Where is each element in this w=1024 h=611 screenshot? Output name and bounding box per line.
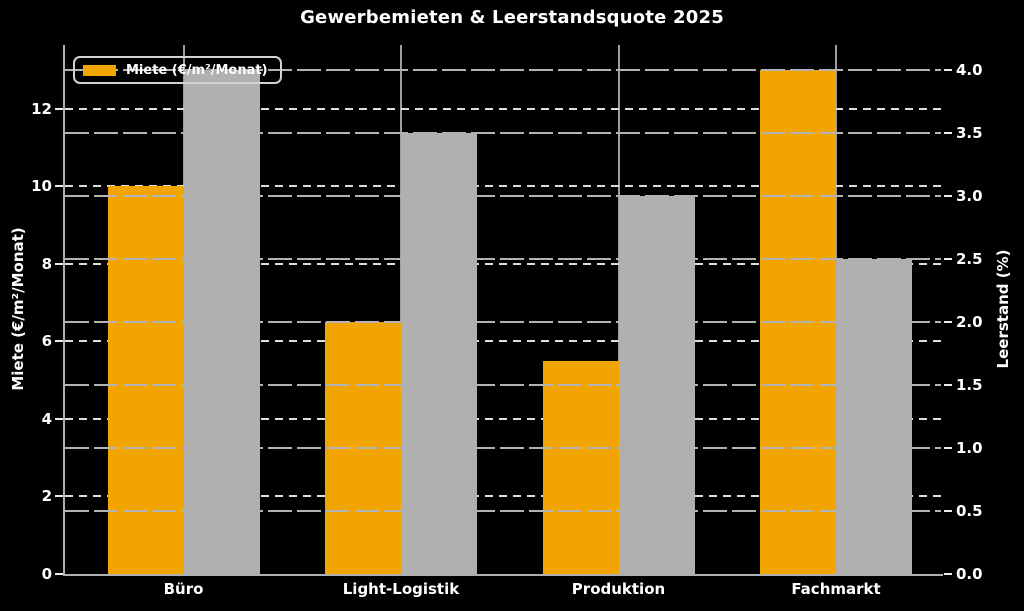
- left-gridline: [65, 185, 941, 188]
- category-label: Produktion: [571, 580, 666, 598]
- category-label: Light-Logistik: [342, 580, 460, 598]
- legend-swatch-miete: [83, 64, 116, 76]
- leerstand-bar: [183, 70, 260, 574]
- category-label: Fachmarkt: [791, 580, 881, 598]
- left-tick: [55, 573, 63, 575]
- left-gridline: [65, 262, 941, 265]
- right-tick: [944, 195, 952, 198]
- right-tick-label: 0.0: [956, 565, 983, 583]
- miete-bar: [542, 360, 619, 574]
- left-tick-label: 12: [31, 99, 52, 118]
- right-tick-label: 3.5: [956, 124, 983, 143]
- left-spine: [63, 45, 65, 576]
- left-tick: [55, 417, 63, 420]
- right-tick: [944, 510, 952, 513]
- category-label: Büro: [163, 580, 204, 598]
- right-tick-label: 3.0: [956, 187, 983, 206]
- left-tick-label: 2: [41, 487, 52, 506]
- right-tick-label: 2.5: [956, 250, 983, 269]
- right-gridline: [65, 384, 941, 387]
- left-gridline: [65, 107, 941, 110]
- right-tick-label: 2.0: [956, 313, 983, 332]
- right-gridline: [65, 258, 941, 261]
- left-tick-label: 10: [31, 177, 52, 196]
- right-gridline: [65, 447, 941, 450]
- right-tick: [944, 258, 952, 261]
- right-tick: [944, 321, 952, 324]
- left-axis-label: Miete (€/m²/Monat): [9, 227, 27, 391]
- legend-label: Miete (€/m²/Monat): [126, 62, 268, 78]
- right-gridline: [65, 132, 941, 135]
- left-tick: [55, 262, 63, 265]
- left-gridline: [65, 417, 941, 420]
- left-gridline: [65, 340, 941, 343]
- left-gridline: [65, 495, 941, 498]
- left-tick-label: 8: [41, 254, 52, 273]
- right-tick: [944, 69, 952, 72]
- left-tick: [55, 495, 63, 498]
- left-tick-label: 0: [41, 565, 52, 583]
- right-tick: [944, 573, 952, 575]
- chart-title: Gewerbemieten & Leerstandsquote 2025: [300, 7, 724, 28]
- right-gridline: [65, 195, 941, 198]
- right-tick: [944, 132, 952, 135]
- leerstand-bar: [836, 259, 912, 574]
- leerstand-bar: [618, 196, 695, 574]
- left-tick: [55, 107, 63, 110]
- right-tick-label: 1.5: [956, 376, 983, 395]
- left-tick-label: 4: [41, 409, 52, 428]
- bottom-spine: [63, 574, 943, 576]
- legend: Miete (€/m²/Monat): [73, 56, 282, 84]
- right-tick-label: 4.0: [956, 61, 983, 80]
- left-tick-label: 6: [41, 332, 52, 351]
- leerstand-bar: [401, 133, 477, 574]
- right-axis-label: Leerstand (%): [994, 249, 1012, 369]
- left-tick: [55, 340, 63, 343]
- right-tick: [944, 447, 952, 450]
- left-tick: [55, 185, 63, 188]
- right-tick-label: 1.0: [956, 439, 983, 458]
- right-gridline: [65, 321, 941, 324]
- right-tick: [944, 384, 952, 387]
- miete-bar: [107, 186, 184, 574]
- right-tick-label: 0.5: [956, 502, 983, 521]
- right-gridline: [65, 69, 941, 72]
- right-gridline: [65, 510, 941, 513]
